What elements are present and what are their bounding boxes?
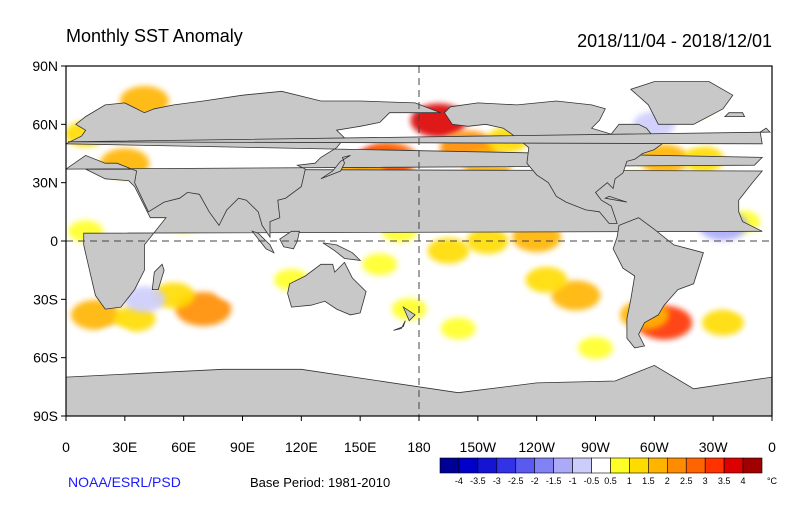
x-tick-label: 180 — [407, 439, 431, 455]
anomaly-region-35 — [578, 336, 613, 359]
colorbar-swatch — [742, 457, 763, 474]
colorbar-swatch — [553, 457, 573, 474]
y-tick-label: 90S — [33, 408, 58, 424]
colorbar-label: 3 — [703, 476, 708, 486]
map-area — [65, 65, 773, 417]
land-japan — [320, 155, 351, 180]
x-tick-label: 120W — [518, 439, 555, 455]
land-sumatra — [251, 230, 275, 254]
land-australia — [287, 261, 367, 316]
x-tick-label: 30W — [699, 439, 729, 455]
anomaly-region-11 — [427, 237, 470, 264]
x-tick-label: 120E — [285, 439, 318, 455]
colorbar-label: -2 — [531, 476, 539, 486]
colorbar-label: 1.5 — [642, 476, 655, 486]
colorbar-swatch — [534, 457, 554, 474]
x-tick-label: 0 — [768, 439, 776, 455]
colorbar-swatch — [515, 457, 536, 474]
y-tick-label: 90N — [32, 58, 58, 74]
land-new-guinea — [322, 242, 362, 261]
colorbar-label: 1 — [627, 476, 632, 486]
land-iceland — [723, 112, 746, 117]
colorbar-label: -3 — [493, 476, 501, 486]
colorbar-swatch — [629, 457, 649, 474]
anomaly-region-13 — [362, 253, 398, 276]
colorbar-label: -0.5 — [584, 476, 600, 486]
anomaly-region-48 — [97, 327, 133, 350]
colorbar-label: -3.5 — [470, 476, 486, 486]
colorbar-unit: °C — [767, 476, 778, 486]
colorbar-label: 3.5 — [718, 476, 731, 486]
colorbar-label: 0.5 — [604, 476, 617, 486]
anomaly-region-14 — [551, 280, 601, 311]
x-tick-label: 60W — [640, 439, 670, 455]
y-tick-label: 60S — [33, 350, 58, 366]
colorbar-label: -4 — [455, 476, 463, 486]
x-tick-label: 0 — [62, 439, 70, 455]
land-north-america — [443, 100, 663, 224]
anomaly-region-34 — [391, 298, 427, 321]
chart-title: Monthly SST Anomaly — [66, 26, 243, 46]
anomaly-region-29 — [701, 309, 744, 336]
y-tick-label: 30N — [32, 175, 58, 191]
colorbar-label: 2.5 — [680, 476, 693, 486]
x-tick-label: 90E — [230, 439, 255, 455]
land-eurasia — [66, 90, 764, 239]
colorbar-swatch — [477, 457, 498, 474]
anomaly-region-47 — [725, 288, 761, 311]
colorbar-swatch — [496, 457, 517, 474]
x-tick-label: 150E — [344, 439, 377, 455]
x-tick-label: 30E — [112, 439, 137, 455]
anomaly-region-15 — [525, 266, 568, 293]
land-new-zealand-north — [402, 306, 416, 322]
y-tick-label: 0 — [50, 233, 58, 249]
colorbar-swatch — [704, 457, 725, 474]
colorbar-swatch — [648, 457, 668, 474]
x-tick-label: 60E — [171, 439, 196, 455]
land-south-america — [612, 217, 704, 349]
anomaly-region-33 — [440, 317, 476, 340]
colorbar-swatch — [666, 457, 687, 474]
colorbar-swatch — [458, 457, 479, 474]
colorbar-swatch — [723, 457, 744, 474]
land-greenland — [630, 81, 734, 125]
colorbar-label: -1 — [569, 476, 577, 486]
colorbar-swatch — [685, 457, 706, 474]
date-range: 2018/11/04 - 2018/12/01 — [577, 31, 772, 51]
anomaly-region-46 — [519, 307, 555, 330]
colorbar-label: -2.5 — [508, 476, 524, 486]
colorbar-swatch — [610, 457, 630, 474]
x-tick-label: 90W — [581, 439, 611, 455]
colorbar-label: -1.5 — [546, 476, 562, 486]
colorbar-swatch — [439, 457, 460, 474]
x-tick-label: 150W — [460, 439, 497, 455]
land-madagascar — [151, 263, 165, 291]
land-cuba — [604, 195, 628, 203]
base-period-label: Base Period: 1981-2010 — [250, 475, 390, 490]
land-new-zealand-south — [393, 320, 406, 331]
y-axis: 90N 60N 30N 0 30S 60S 90S — [32, 58, 66, 424]
colorbar-label: 4 — [741, 476, 746, 486]
colorbar-label: 2 — [665, 476, 670, 486]
colorbar: -4 -3.5 -3 -2.5 -2 -1.5 -1 -0.5 0.5 1 1.5 2 2.5 3 3.5 4… — [439, 457, 778, 486]
anomaly-region-38 — [244, 298, 280, 321]
x-axis: 0 30E 60E 90E 120E 150E 180 150W 120W 90W 60W 30W 0 — [62, 416, 776, 455]
anomaly-region-49 — [283, 327, 319, 350]
anomaly-region-39 — [123, 286, 166, 313]
y-tick-label: 30S — [33, 291, 58, 307]
source-label: NOAA/ESRL/PSD — [68, 474, 181, 490]
colorbar-swatch — [572, 457, 592, 474]
colorbar-swatch — [591, 457, 611, 474]
y-tick-label: 60N — [32, 116, 58, 132]
anomaly-region-37 — [215, 278, 251, 301]
land-britain — [67, 127, 771, 145]
anomaly-region-50 — [509, 327, 545, 350]
